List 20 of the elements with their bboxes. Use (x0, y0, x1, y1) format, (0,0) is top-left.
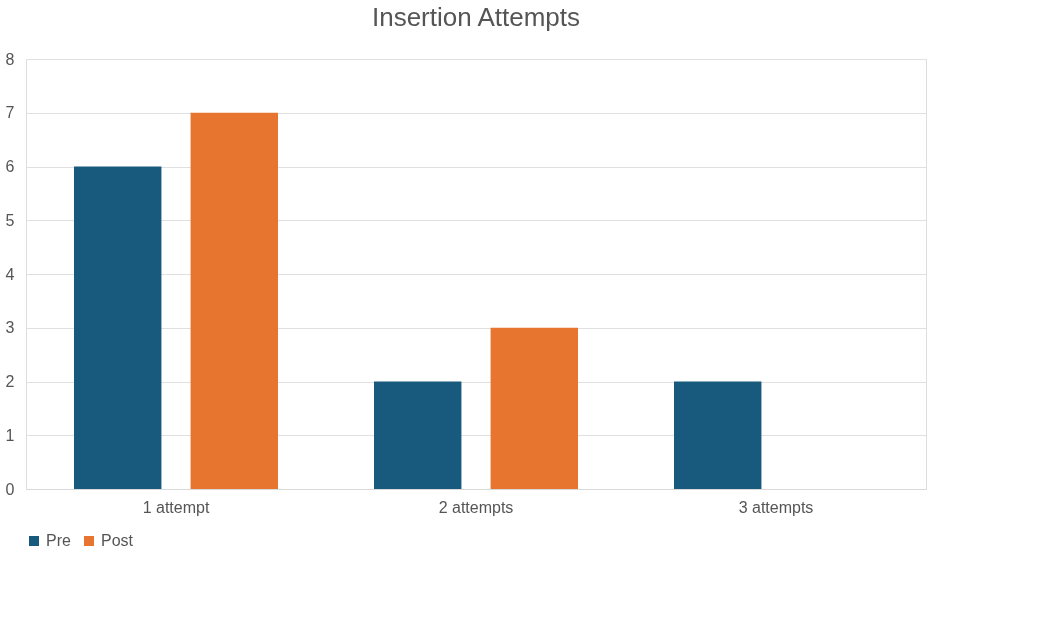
y-tick-label: 4 (5, 265, 15, 283)
bar (490, 327, 578, 489)
y-tick-label: 0 (5, 480, 15, 498)
bar (374, 381, 462, 489)
y-tick-label: 3 (5, 319, 15, 337)
y-tick-label: 6 (5, 158, 15, 175)
legend-label: Pre (46, 532, 71, 549)
chart-title: Insertion Attempts (371, 2, 581, 32)
y-tick-label: 1 (5, 426, 15, 444)
x-tick-label: 3 attempts (738, 498, 814, 516)
y-tick-label: 2 (5, 373, 15, 390)
y-tick-label: 5 (5, 211, 15, 229)
x-tick-label: 2 attempts (438, 498, 514, 516)
bar (674, 381, 762, 489)
legend-label: Post (101, 532, 134, 549)
y-tick-label: 8 (5, 50, 15, 68)
x-tick-label: 1 attempt (142, 498, 210, 516)
bar (74, 166, 162, 489)
bar (190, 112, 278, 489)
y-tick-label: 7 (5, 104, 15, 122)
